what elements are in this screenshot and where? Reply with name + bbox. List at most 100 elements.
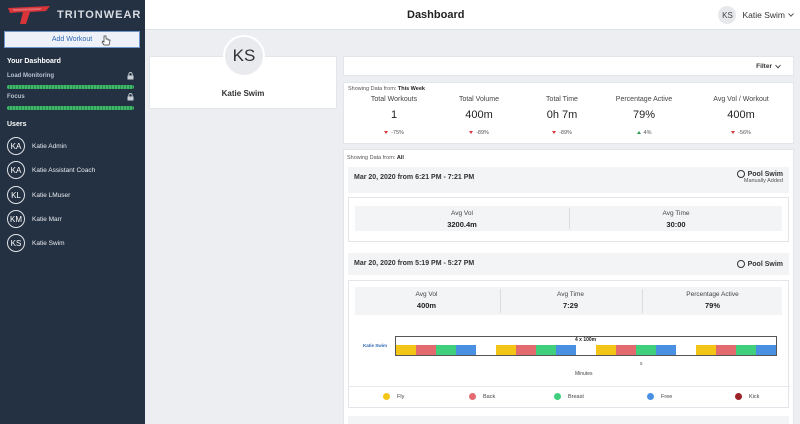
user-item[interactable]: KS Katie Swim bbox=[7, 233, 65, 253]
stat-delta: -89% bbox=[522, 130, 602, 136]
workout-header[interactable] bbox=[348, 416, 789, 424]
legend-item: Back bbox=[469, 393, 495, 400]
filter-button[interactable]: Filter bbox=[756, 63, 781, 70]
timeline-segment-free[interactable] bbox=[756, 345, 776, 355]
workout-stat-label: Avg Time bbox=[557, 291, 584, 298]
profile-name: Katie Swim bbox=[221, 89, 265, 98]
brand-name: TRITONWEAR bbox=[57, 9, 142, 21]
workout-stat-value: 7:29 bbox=[562, 301, 578, 310]
stat-label: Percentage Active bbox=[615, 96, 673, 103]
user-item[interactable]: KA Katie Admin bbox=[7, 136, 67, 156]
user-item[interactable]: KM Katie Marr bbox=[7, 209, 62, 229]
timeline-segment-free[interactable] bbox=[556, 345, 576, 355]
user-item[interactable]: KL Katie LMuser bbox=[7, 185, 70, 205]
timeline-segment-breast[interactable] bbox=[636, 345, 656, 355]
stat-delta-value: 4% bbox=[643, 130, 652, 136]
workout-detail-box: Avg Vol 400m Avg Time 7:29 Percentage Ac… bbox=[348, 280, 790, 408]
workout-type-label: Pool Swim bbox=[747, 260, 783, 268]
legend-dot bbox=[735, 393, 742, 400]
user-name: Katie Admin bbox=[32, 142, 67, 150]
trend-down-icon bbox=[731, 131, 736, 135]
workout-stat-label: Avg Time bbox=[662, 210, 690, 217]
filter-bar: Filter bbox=[343, 56, 794, 76]
avatar: KS bbox=[718, 6, 737, 24]
workout-stat-label: Percentage Active bbox=[686, 291, 739, 298]
brand-logo[interactable]: TRITONWEAR bbox=[0, 0, 145, 30]
user-item[interactable]: KA Katie Assistant Coach bbox=[7, 160, 95, 180]
timeline-segment-back[interactable] bbox=[616, 345, 636, 355]
legend-dot bbox=[647, 393, 654, 400]
workout-header[interactable]: Mar 20, 2020 from 5:19 PM - 5:27 PM Pool… bbox=[348, 253, 789, 275]
stat-percentage-active: Percentage Active 79% 4% bbox=[604, 96, 684, 136]
user-name: Katie Marr bbox=[32, 215, 62, 223]
summary-stats-card: Showing Data from: This Week Total Worko… bbox=[343, 82, 794, 144]
timeline-segment-breast[interactable] bbox=[536, 345, 556, 355]
trend-down-icon bbox=[552, 131, 557, 135]
legend-item: Fly bbox=[383, 393, 404, 400]
page-title: Dashboard bbox=[407, 9, 465, 21]
stat-label: Total Volume bbox=[458, 96, 500, 103]
timeline-segment-breast[interactable] bbox=[436, 345, 456, 355]
showing-value: This Week bbox=[397, 86, 425, 92]
workout-stats-box: Avg Vol 3200.4m Avg Time 30:00 bbox=[348, 197, 789, 242]
timeline-segment-back[interactable] bbox=[416, 345, 436, 355]
legend-item: Breast bbox=[554, 393, 584, 400]
stat-delta: -75% bbox=[354, 130, 434, 136]
timeline-set-label: 4 x 100m bbox=[575, 337, 597, 343]
focus-bar[interactable] bbox=[7, 106, 134, 110]
avatar: KL bbox=[7, 186, 25, 204]
timeline-segment-free[interactable] bbox=[656, 345, 676, 355]
user-name: Katie LMuser bbox=[32, 191, 71, 199]
stat-total-time: Total Time 0h 7m -89% bbox=[522, 96, 602, 136]
trend-down-icon bbox=[469, 131, 474, 135]
stat-delta-value: -89% bbox=[559, 130, 572, 136]
stat-value: 400m bbox=[727, 109, 755, 121]
workout-stat: Percentage Active 79% bbox=[645, 291, 780, 310]
workout-header[interactable]: Mar 20, 2020 from 6:21 PM - 7:21 PM Pool… bbox=[348, 167, 789, 193]
stat-total-workouts: Total Workouts 1 -75% bbox=[354, 96, 434, 136]
showing-value: All bbox=[396, 155, 404, 161]
timeline-segment-free[interactable] bbox=[456, 345, 476, 355]
timeline-axis-label: Minutes bbox=[575, 371, 593, 377]
workout-stat: Avg Time 7:29 bbox=[503, 291, 638, 310]
lock-icon bbox=[127, 72, 134, 80]
chevron-down-icon bbox=[788, 13, 794, 17]
timeline-segment-fly[interactable] bbox=[596, 345, 616, 355]
legend-dot bbox=[469, 393, 476, 400]
workout-list-card: Showing Data from: All Mar 20, 2020 from… bbox=[343, 149, 794, 424]
timeline-segment-breast[interactable] bbox=[736, 345, 756, 355]
workout-stat-label: Avg Vol bbox=[451, 210, 473, 217]
stat-delta: -56% bbox=[696, 130, 786, 136]
timeline-rest-segment[interactable] bbox=[576, 345, 596, 355]
workout-type: Pool Swim Manually Added bbox=[736, 170, 783, 184]
timeline-segment-fly[interactable] bbox=[496, 345, 516, 355]
stat-delta-value: -56% bbox=[738, 130, 751, 136]
avatar: KM bbox=[7, 210, 25, 228]
add-workout-button[interactable]: Add Workout bbox=[4, 31, 140, 48]
timeline-segment-fly[interactable] bbox=[696, 345, 716, 355]
trend-down-icon bbox=[384, 131, 389, 135]
timeline-rest-segment[interactable] bbox=[476, 345, 496, 355]
workout-stat-value: 79% bbox=[704, 301, 720, 310]
stroke-legend: Fly Back Breast Free Kick bbox=[349, 386, 790, 406]
timeline-swimmer-name[interactable]: Katie Swim bbox=[363, 343, 388, 348]
legend-label: Fly bbox=[397, 393, 405, 400]
workout-stats bbox=[355, 287, 782, 315]
load-monitoring-bar[interactable] bbox=[7, 85, 134, 89]
user-menu[interactable]: KS Katie Swim bbox=[718, 6, 794, 24]
stat-value: 0h 7m bbox=[546, 109, 578, 121]
timeline-segment-back[interactable] bbox=[516, 345, 536, 355]
timeline-segment-back[interactable] bbox=[716, 345, 736, 355]
triton-logo-icon bbox=[8, 6, 50, 24]
timeline-segment-fly[interactable] bbox=[396, 345, 416, 355]
pool-swim-icon bbox=[736, 260, 745, 268]
legend-label: Back bbox=[483, 393, 496, 400]
legend-label: Breast bbox=[568, 393, 584, 400]
timeline-rest-segment[interactable] bbox=[676, 345, 696, 355]
profile-avatar[interactable]: KS bbox=[223, 35, 265, 77]
divider bbox=[642, 289, 643, 313]
filter-label: Filter bbox=[756, 63, 772, 70]
timeline-tick-label: 5 bbox=[640, 361, 643, 366]
stat-delta: -89% bbox=[439, 130, 519, 136]
user-menu-name: Katie Swim bbox=[742, 10, 785, 20]
